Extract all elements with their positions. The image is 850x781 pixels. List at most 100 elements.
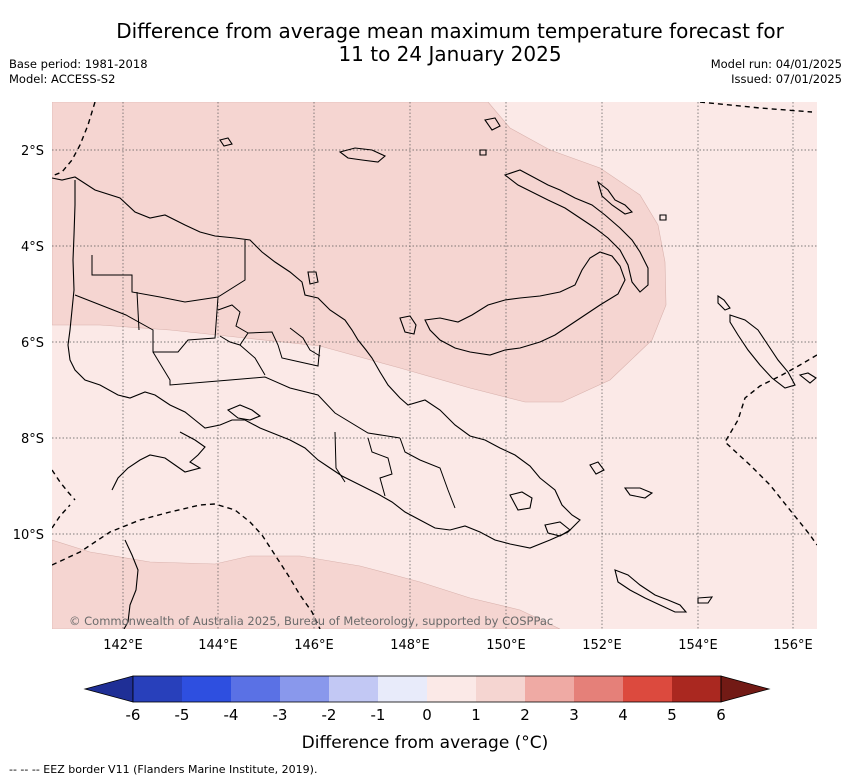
- eez-west-lower: [52, 504, 71, 529]
- lat-label: 2°S: [21, 144, 44, 159]
- copyright-text: © Commonwealth of Australia 2025, Bureau…: [69, 614, 553, 628]
- border-highlands-3: [247, 331, 321, 367]
- colorbar-tick-label: 3: [569, 706, 579, 724]
- lat-label: 8°S: [21, 432, 44, 447]
- lon-label: 144°E: [198, 638, 238, 653]
- lat-label: 10°S: [13, 528, 44, 543]
- border-central-2: [367, 437, 393, 497]
- colorbar: [83, 675, 771, 703]
- border-enga: [136, 291, 140, 331]
- small-islet-1: [479, 149, 487, 156]
- eez-northeast: [699, 102, 813, 113]
- eez-legend-note: -- -- -- EEZ border V11 (Flanders Marine…: [9, 763, 318, 776]
- louisiade-islands: [614, 569, 688, 613]
- lon-label: 142°E: [103, 638, 143, 653]
- base-period: Base period: 1981-2018: [9, 57, 148, 71]
- colorbar-tick-label: -3: [273, 706, 288, 724]
- eez-north: [52, 102, 96, 177]
- colorbar-segment: [476, 676, 525, 702]
- colorbar-tick-label: 5: [667, 706, 677, 724]
- new-ireland: [596, 180, 634, 215]
- trobriand-islands: [589, 461, 605, 475]
- ontong-java: [798, 372, 817, 384]
- border-milne-bay: [399, 437, 456, 509]
- colorbar-tick-label: 4: [618, 706, 628, 724]
- colorbar-tick-label: 6: [716, 706, 726, 724]
- manus-island: [338, 147, 387, 163]
- lat-label: 4°S: [21, 240, 44, 255]
- colorbar-tick-label: 1: [471, 706, 481, 724]
- title-line-1: Difference from average mean maximum tem…: [116, 19, 784, 43]
- eez-east: [724, 354, 817, 546]
- border-gulf: [152, 351, 401, 439]
- cape-york: [123, 539, 139, 629]
- border-west-sepik: [74, 294, 219, 353]
- admiralty-islands: [219, 137, 233, 147]
- umboi-islands: [399, 315, 417, 335]
- new-hanover: [484, 117, 501, 131]
- colorbar-tick-label: -2: [322, 706, 337, 724]
- colorbar-tick-label: 2: [520, 706, 530, 724]
- fergusson-island: [544, 521, 571, 537]
- meta-right: Model run: 04/01/2025 Issued: 07/01/2025: [711, 57, 842, 87]
- lon-labels: 142°E 144°E 146°E 148°E 150°E 152°E 154°…: [103, 638, 813, 653]
- buka-island: [717, 294, 731, 311]
- meta-left: Base period: 1981-2018 Model: ACCESS-S2: [9, 57, 148, 87]
- lon-label: 148°E: [390, 638, 430, 653]
- small-islet-2: [659, 214, 667, 221]
- colorbar-title: Difference from average (°C): [301, 733, 549, 753]
- new-britain-west: [503, 169, 649, 293]
- lon-label: 152°E: [582, 638, 622, 653]
- colorbar-segment: [280, 676, 329, 702]
- torres-strait-islands: [226, 404, 262, 421]
- colorbar-segment: [182, 676, 231, 702]
- border-central: [334, 431, 346, 483]
- south-coast-inlet: [111, 431, 206, 491]
- eez-south-west: [52, 503, 321, 629]
- map-panel: © Commonwealth of Australia 2025, Bureau…: [52, 102, 817, 629]
- eez-west-south: [52, 469, 76, 501]
- huon-peninsula: [424, 251, 626, 356]
- colorbar-tick-label: -4: [224, 706, 239, 724]
- province-borders: [74, 240, 456, 509]
- colorbar-segment: [329, 676, 378, 702]
- colorbar-segment: [672, 676, 721, 702]
- colorbar-segment: [525, 676, 574, 702]
- lat-label: 6°S: [21, 336, 44, 351]
- border-highlands-1: [217, 304, 249, 346]
- lon-label: 150°E: [486, 638, 526, 653]
- map-title: Difference from average mean maximum tem…: [60, 20, 840, 66]
- colorbar-segment: [623, 676, 672, 702]
- dentrecasteaux-islands: [509, 491, 533, 511]
- border-sepik: [91, 240, 246, 303]
- title-line-2: 11 to 24 January 2025: [338, 42, 562, 66]
- border-madang: [289, 327, 321, 357]
- anomaly-region-warm-north: [52, 102, 667, 403]
- graticule: [52, 102, 817, 629]
- model-name: Model: ACCESS-S2: [9, 72, 116, 86]
- colorbar-extend-low: [83, 675, 134, 703]
- rossel-island: [697, 596, 714, 604]
- anomaly-region-warm-south: [52, 539, 561, 629]
- karkar-island: [307, 271, 319, 285]
- colorbar-segment: [574, 676, 623, 702]
- woodlark-island: [623, 487, 654, 499]
- issued-date: Issued: 07/01/2025: [731, 72, 842, 86]
- lon-label: 156°E: [773, 638, 813, 653]
- colorbar-ticks: -6 -5 -4 -3 -2 -1 0 1 2 3 4 5 6: [126, 706, 726, 724]
- colorbar-tick-label: -5: [175, 706, 190, 724]
- model-run: Model run: 04/01/2025: [710, 57, 842, 71]
- colorbar-tick-label: -1: [371, 706, 386, 724]
- colorbar-segment: [427, 676, 476, 702]
- bougainville: [729, 314, 796, 389]
- colorbar-extend-high: [720, 675, 771, 703]
- colorbar-segment: [133, 676, 182, 702]
- colorbar-segment: [378, 676, 427, 702]
- eez-borders: [52, 102, 817, 629]
- lon-label: 154°E: [678, 638, 718, 653]
- colorbar-segment: [231, 676, 280, 702]
- lat-labels: 2°S 4°S 6°S 8°S 10°S: [13, 144, 44, 543]
- coastlines: [52, 117, 817, 629]
- border-highlands-2: [239, 344, 266, 376]
